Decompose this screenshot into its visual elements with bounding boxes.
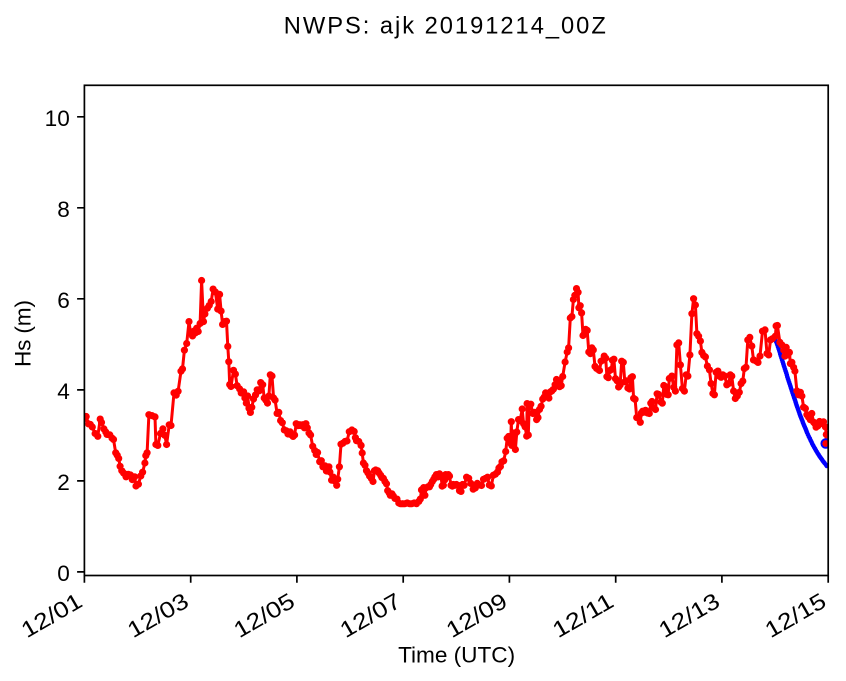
svg-text:10: 10 — [45, 106, 70, 131]
svg-text:0: 0 — [57, 561, 70, 586]
svg-text:2: 2 — [57, 470, 70, 495]
svg-text:4: 4 — [57, 379, 70, 404]
svg-text:Time (UTC): Time (UTC) — [398, 643, 515, 668]
svg-text:NWPS: ajk 20191214_00Z: NWPS: ajk 20191214_00Z — [284, 14, 606, 40]
svg-text:8: 8 — [57, 197, 70, 222]
svg-text:6: 6 — [57, 288, 70, 313]
svg-text:Hs (m): Hs (m) — [10, 300, 35, 367]
